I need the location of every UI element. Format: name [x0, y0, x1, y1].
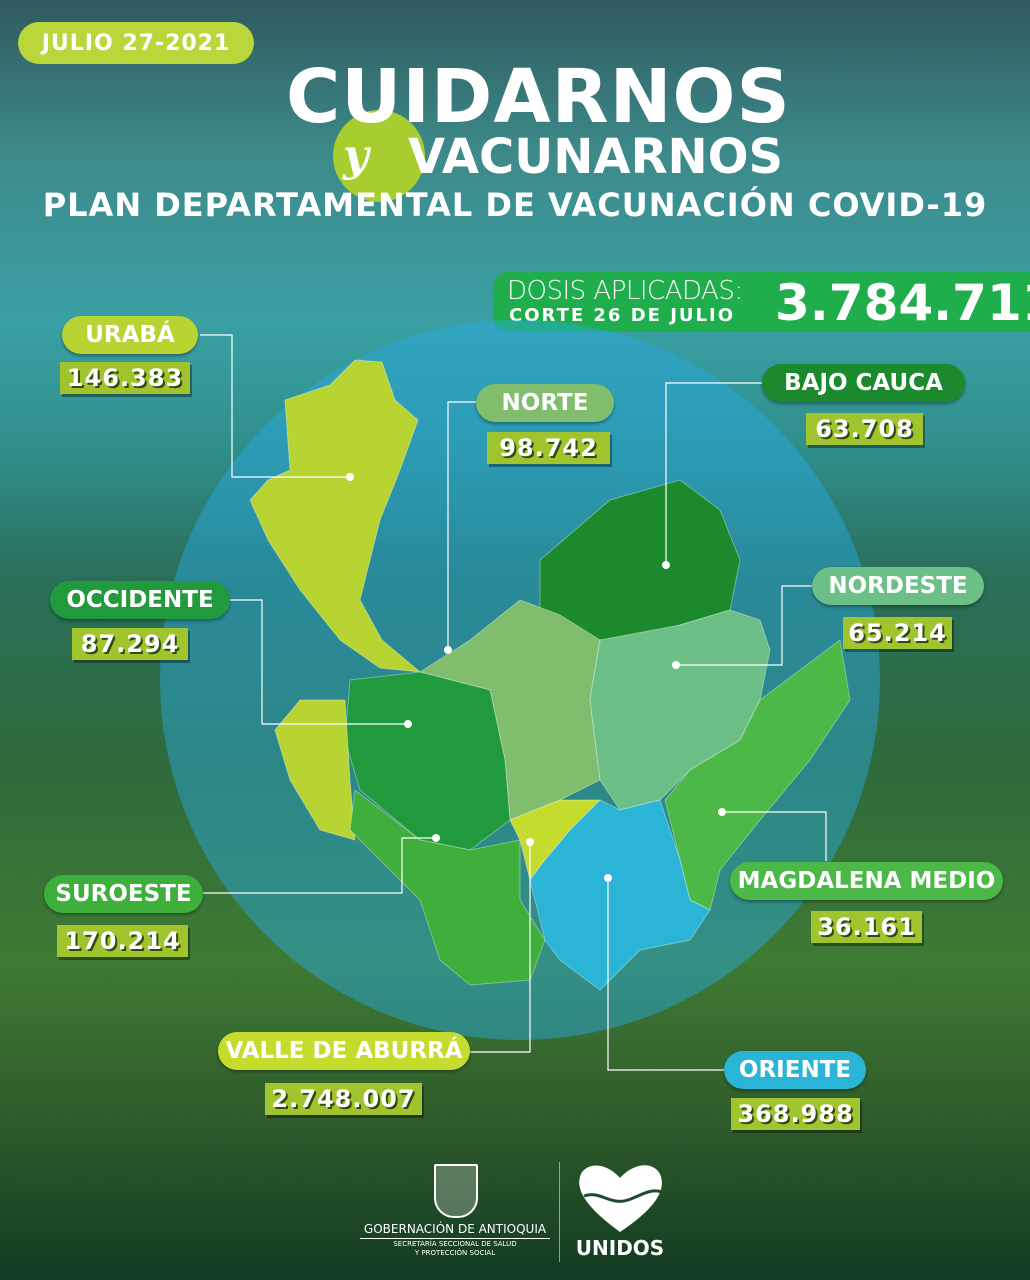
region-magdalena-medio: [664, 639, 851, 911]
region-label-occidente: OCCIDENTE: [50, 581, 230, 619]
date-badge: JULIO 27-2021: [18, 22, 254, 64]
gov-name: GOBERNACIÓN DE ANTIOQUIA: [360, 1222, 550, 1239]
total-doses-banner: DOSIS APLICADAS: CORTE 26 DE JULIO 3.784…: [493, 272, 1030, 332]
region-label-suroeste: SUROESTE: [44, 875, 203, 913]
region-value-suroeste: 170.214: [57, 925, 188, 957]
unidos-brand: UNIDOS: [575, 1236, 665, 1260]
connector-uraba: [200, 334, 350, 478]
secretaria-line1: SECRETARÍA SECCIONAL DE SALUD: [393, 1240, 517, 1248]
region-uraba-south: [274, 699, 356, 841]
region-value-occidente: 87.294: [72, 628, 188, 660]
region-label-nordeste: NORDESTE: [812, 567, 984, 605]
region-label-uraba: URABÁ: [62, 316, 198, 354]
connector-oriente: [607, 878, 724, 1071]
secretaria-line2: Y PROTECCIÓN SOCIAL: [414, 1249, 496, 1257]
marker-bajo-cauca: [662, 561, 670, 569]
subtitle-regular: PLAN DEPARTAMENTAL DE: [42, 186, 548, 224]
doses-value: 3.784.711: [775, 274, 1030, 332]
marker-nordeste: [672, 661, 680, 669]
region-oriente: [529, 799, 711, 991]
region-label-bajo-cauca: BAJO CAUCA: [762, 364, 965, 402]
connector-valle: [470, 842, 531, 1053]
footer-divider: [559, 1162, 560, 1262]
region-value-magdalena-medio: 36.161: [811, 911, 922, 943]
marker-uraba: [346, 473, 354, 481]
marker-suroeste: [432, 834, 440, 842]
region-value-oriente: 368.988: [731, 1098, 860, 1130]
title-line2: VACUNARNOS: [408, 129, 784, 185]
region-label-valle-de-aburra: VALLE DE ABURRÁ: [218, 1032, 470, 1070]
region-value-norte: 98.742: [487, 432, 610, 464]
region-value-uraba: 146.383: [60, 362, 190, 394]
subtitle-bold: VACUNACIÓN COVID-19: [547, 186, 988, 224]
connector-occidente: [230, 599, 408, 725]
title-dot: [333, 110, 425, 202]
region-value-valle-de-aburra: 2.748.007: [265, 1083, 422, 1115]
marker-magdalena: [718, 808, 726, 816]
region-uraba: [249, 359, 422, 673]
region-occidente: [344, 671, 511, 851]
marker-valle: [526, 838, 534, 846]
marker-oriente: [604, 874, 612, 882]
antioquia-shield-icon: [434, 1164, 478, 1218]
connector-nordeste: [676, 585, 812, 666]
connector-suroeste: [203, 837, 436, 894]
region-label-magdalena-medio: MAGDALENA MEDIO: [730, 862, 1003, 900]
marker-norte: [444, 646, 452, 654]
subtitle: PLAN DEPARTAMENTAL DE VACUNACIÓN COVID-1…: [0, 186, 1030, 224]
title-y: y: [343, 130, 369, 181]
marker-occidente: [404, 720, 412, 728]
region-label-oriente: ORIENTE: [724, 1051, 866, 1089]
connector-lines: [200, 334, 827, 1071]
region-value-nordeste: 65.214: [843, 617, 952, 649]
connector-norte: [447, 401, 476, 650]
map-markers: [346, 473, 726, 882]
connector-bajo-cauca: [665, 382, 762, 565]
title-line1: CUIDARNOS: [286, 54, 791, 140]
region-value-bajo-cauca: 63.708: [806, 413, 923, 445]
connector-magdalena: [722, 811, 827, 861]
doses-label: DOSIS APLICADAS:: [507, 276, 743, 306]
region-label-norte: NORTE: [476, 384, 614, 422]
doses-cutoff: CORTE 26 DE JULIO: [509, 305, 736, 326]
